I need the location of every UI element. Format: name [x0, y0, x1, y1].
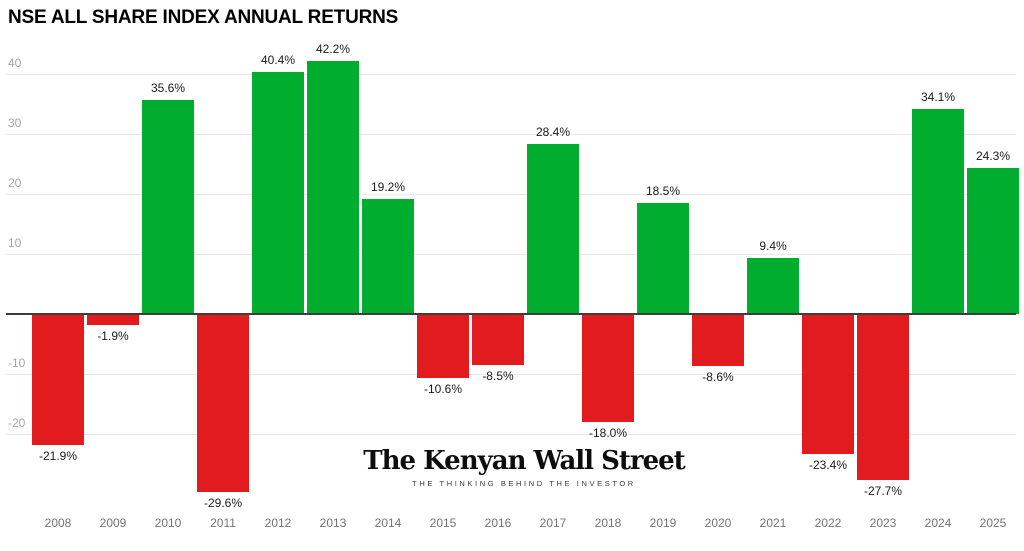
gridline--10	[6, 374, 1016, 375]
value-label-2012: 40.4%	[260, 52, 296, 67]
value-label-2010: 35.6%	[150, 81, 186, 96]
value-label-2021: 9.4%	[759, 238, 787, 253]
value-label-2023: -27.7%	[863, 484, 903, 499]
x-axis-label-2014: 2014	[374, 516, 402, 530]
bar-2011	[197, 314, 249, 492]
bar-2014	[362, 198, 414, 314]
x-axis-label-2013: 2013	[319, 516, 347, 530]
bar-2018	[582, 314, 634, 422]
x-axis-label-2021: 2021	[759, 516, 787, 530]
watermark-logo-text: The Kenyan Wall Street	[363, 446, 685, 476]
x-axis-label-2024: 2024	[924, 516, 952, 530]
bar-2021	[747, 257, 799, 314]
y-tick-label-40: 40	[8, 56, 22, 70]
x-axis-label-2015: 2015	[429, 516, 457, 530]
value-label-2011: -29.6%	[203, 495, 243, 510]
bar-2010	[142, 100, 194, 314]
value-label-2025: 24.3%	[975, 149, 1011, 164]
gridline-10	[6, 254, 1016, 255]
x-axis-label-2023: 2023	[869, 516, 897, 530]
x-axis-label-2008: 2008	[44, 516, 72, 530]
value-label-2019: 18.5%	[645, 184, 681, 198]
bar-2013	[307, 60, 359, 314]
gridline-20	[6, 194, 1016, 195]
value-label-2017: 28.4%	[535, 124, 571, 139]
x-axis-label-2025: 2025	[979, 516, 1007, 530]
bar-2025	[967, 168, 1019, 314]
value-label-2013: 42.2%	[315, 41, 351, 56]
bar-2008	[32, 314, 84, 446]
watermark-tagline: THE THINKING BEHIND THE INVESTOR	[412, 478, 636, 488]
y-tick-label--10: -10	[8, 356, 26, 370]
gridline-40	[6, 74, 1016, 75]
chart-title: NSE ALL SHARE INDEX ANNUAL RETURNS	[8, 7, 399, 28]
bar-2024	[912, 109, 964, 314]
bar-2012	[252, 71, 304, 314]
value-label-2014: 19.2%	[370, 179, 406, 194]
value-label-2008: -21.9%	[38, 449, 78, 464]
bar-2015	[417, 314, 469, 378]
value-label-2018: -18.0%	[588, 426, 628, 440]
value-label-2009: -1.9%	[97, 329, 129, 344]
bar-2019	[637, 203, 689, 314]
value-label-2020: -8.6%	[702, 369, 734, 384]
x-axis-label-2016: 2016	[484, 516, 512, 530]
x-axis-label-2019: 2019	[649, 516, 677, 530]
value-label-2015: -10.6%	[423, 381, 463, 396]
bar-2017	[527, 143, 579, 314]
bar-2009	[87, 314, 139, 326]
x-axis-label-2018: 2018	[594, 516, 622, 530]
bar-2020	[692, 314, 744, 366]
watermark: The Kenyan Wall Street THE THINKING BEHI…	[363, 446, 685, 488]
x-axis-label-2012: 2012	[264, 516, 292, 530]
x-axis-label-2022: 2022	[814, 516, 842, 530]
x-axis-label-2020: 2020	[704, 516, 732, 530]
value-label-2024: 34.1%	[920, 90, 956, 105]
y-tick-label-20: 20	[8, 176, 22, 190]
x-axis-label-2010: 2010	[154, 516, 182, 530]
y-tick-label--20: -20	[8, 416, 26, 430]
value-label-2016: -8.5%	[482, 369, 514, 383]
x-axis-label-2009: 2009	[99, 516, 127, 530]
bar-2022	[802, 314, 854, 455]
gridline--20	[6, 434, 1016, 435]
bar-2016	[472, 314, 524, 365]
y-tick-label-30: 30	[8, 116, 22, 130]
zero-axis-line	[6, 313, 1016, 315]
x-axis-label-2017: 2017	[539, 516, 567, 530]
x-axis-label-2011: 2011	[210, 516, 236, 530]
bar-2023	[857, 314, 909, 481]
value-label-2022: -23.4%	[808, 458, 848, 473]
gridline-30	[6, 134, 1016, 135]
y-tick-label-10: 10	[8, 236, 22, 250]
